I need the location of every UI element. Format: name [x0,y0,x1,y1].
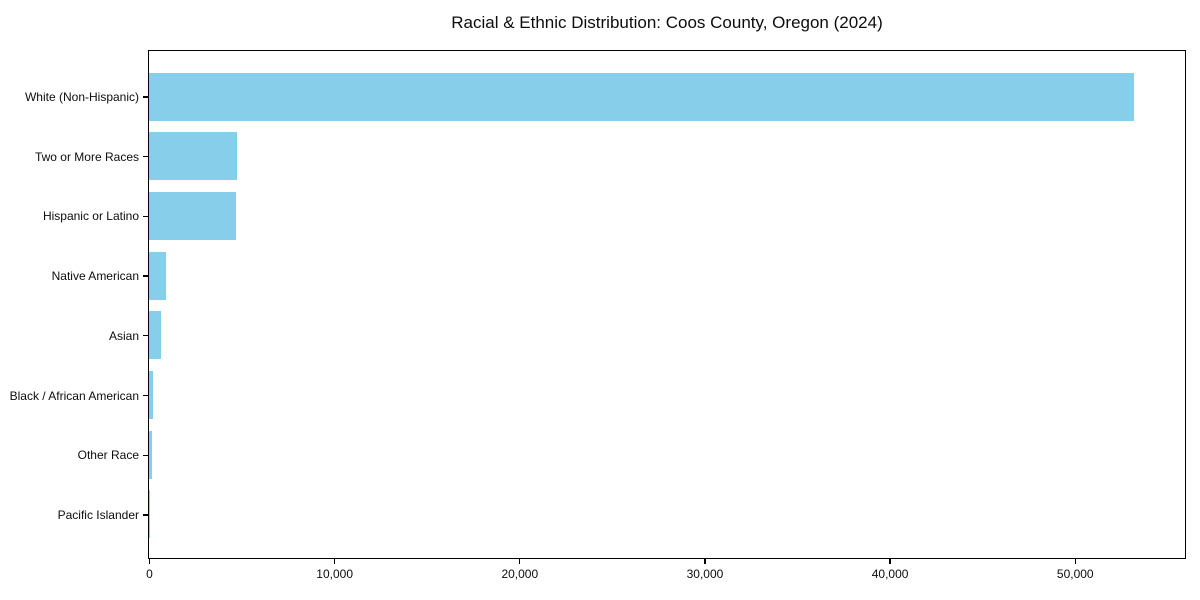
y-tick-label: Other Race [77,448,139,463]
y-tick-label: Black / African American [9,388,139,403]
chart-title: Racial & Ethnic Distribution: Coos Count… [451,13,883,32]
x-tick-label: 30,000 [686,567,724,581]
y-tick-mark [143,156,148,158]
y-tick-label: Asian [108,328,139,343]
y-tick-mark [143,215,148,218]
x-tick-mark [704,559,706,564]
y-tick-mark [143,275,148,277]
x-tick-mark [1074,559,1076,564]
x-tick-label: 20,000 [501,567,539,581]
bar [149,430,152,479]
bar [149,311,161,360]
y-tick-mark [143,335,148,337]
x-tick-mark [519,559,521,564]
bar [149,191,237,240]
bar [149,72,1134,121]
y-tick-mark [143,454,148,456]
x-tick-label: 0 [146,567,153,581]
y-tick-label: Pacific Islander [57,507,139,522]
bar [149,132,237,181]
x-tick-mark [889,559,891,564]
x-tick-label: 40,000 [871,567,909,581]
y-tick-mark [143,96,148,98]
x-tick-mark [148,559,151,564]
y-tick-label: Two or More Races [34,149,139,164]
x-tick-mark [333,559,336,564]
y-tick-mark [143,394,148,397]
x-tick-label: 10,000 [316,567,353,581]
x-tick-label: 50,000 [1056,567,1094,581]
bar [149,371,154,419]
y-tick-label: White (Non-Hispanic) [24,90,139,104]
y-tick-label: Hispanic or Latino [42,209,139,224]
plot-area [148,50,1186,559]
y-tick-mark [143,514,148,516]
y-tick-label: Native American [51,269,139,284]
bar [149,490,150,539]
bar [149,251,166,300]
